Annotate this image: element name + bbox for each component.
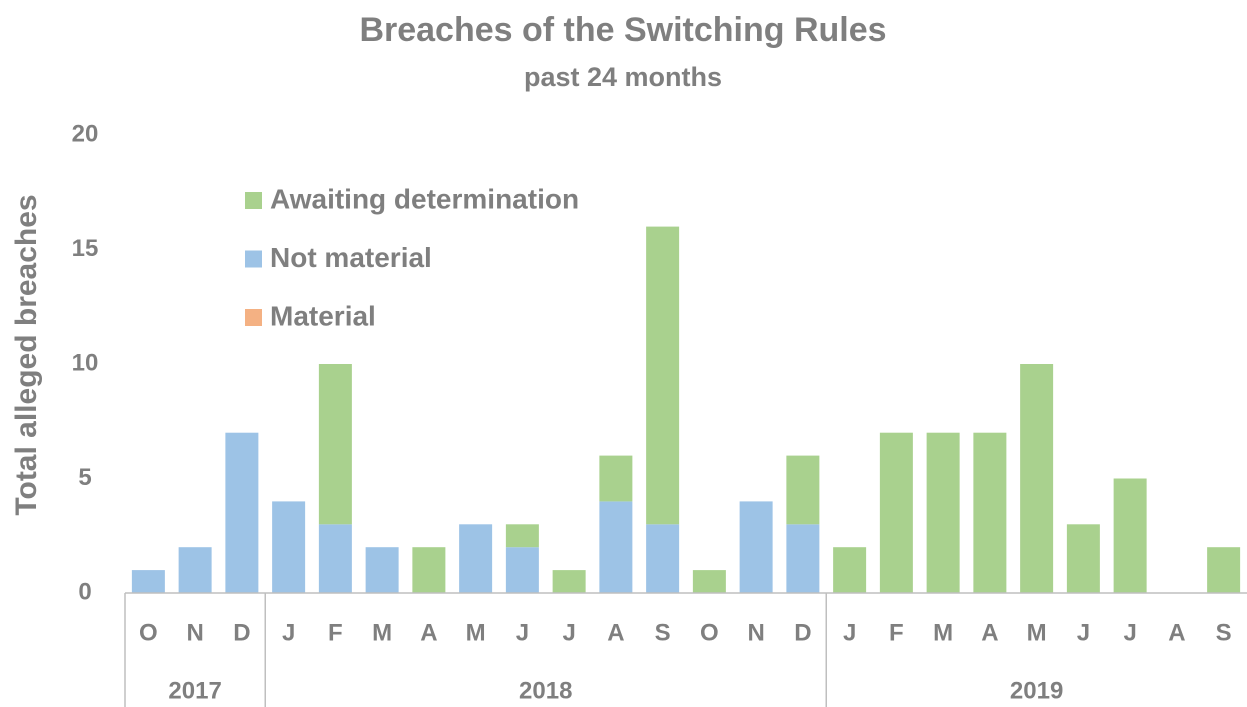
x-tick-label: O (700, 619, 719, 646)
legend-swatch (245, 250, 262, 268)
x-tick-label: S (655, 619, 671, 646)
x-tick-label: N (186, 619, 203, 646)
bar-segment (926, 432, 960, 593)
bar-segment (599, 501, 633, 593)
x-tick-label: M (466, 619, 486, 646)
x-tick-label: D (794, 619, 811, 646)
y-tick-label: 20 (72, 120, 99, 147)
bar-segment (412, 547, 446, 593)
x-tick-label: S (1216, 619, 1232, 646)
y-tick-label: 10 (72, 349, 99, 376)
bar-segment (786, 455, 820, 525)
bar-segment (833, 547, 867, 593)
y-tick-label: 5 (78, 464, 91, 491)
bar-segment (973, 432, 1007, 593)
chart-title: Breaches of the Switching Rules (359, 11, 886, 49)
bar-segment (318, 364, 352, 525)
bar-segment (786, 524, 820, 593)
x-tick-label: J (843, 619, 856, 646)
bar-segment (692, 570, 726, 593)
legend-label: Awaiting determination (270, 183, 579, 214)
bar-segment (879, 432, 913, 593)
legend-label: Not material (270, 242, 432, 273)
bar-segment (131, 570, 165, 593)
x-tick-label: F (328, 619, 343, 646)
bar-segment (459, 524, 493, 593)
x-tick-label: J (282, 619, 295, 646)
x-tick-label: M (372, 619, 392, 646)
x-tick-label: M (933, 619, 953, 646)
bar-segment (318, 524, 352, 593)
bar-segment (225, 432, 259, 593)
x-tick-label: J (516, 619, 529, 646)
y-axis-title: Total alleged breaches (10, 194, 43, 515)
bar-segment (599, 455, 633, 502)
x-tick-label: J (1123, 619, 1136, 646)
x-tick-label: J (1077, 619, 1090, 646)
group-label: 2017 (168, 677, 221, 704)
x-tick-label: M (1027, 619, 1047, 646)
bar-segment (646, 524, 680, 593)
bar-segment (739, 501, 773, 593)
bar-segment (552, 570, 586, 593)
x-tick-label: O (139, 619, 158, 646)
bar-segment (272, 501, 306, 593)
legend-swatch (245, 192, 262, 209)
bar-segment (505, 547, 539, 593)
group-label: 2019 (1010, 677, 1063, 704)
y-tick-label: 0 (78, 578, 91, 605)
bar-segment (505, 524, 539, 548)
x-tick-label: A (607, 619, 624, 646)
legend-label: Material (270, 300, 376, 331)
x-tick-label: F (889, 619, 904, 646)
legend-swatch (245, 309, 262, 326)
x-tick-label: A (1168, 619, 1185, 646)
bar-segment (1207, 547, 1241, 593)
bar-segment (1066, 524, 1100, 593)
bar-segment (1113, 478, 1147, 593)
chart-subtitle: past 24 months (524, 62, 722, 92)
x-tick-label: J (562, 619, 575, 646)
y-tick-label: 15 (72, 235, 99, 262)
x-tick-label: D (233, 619, 250, 646)
bar-segment (365, 547, 399, 593)
x-tick-label: A (420, 619, 437, 646)
bar-segment (178, 547, 212, 593)
group-label: 2018 (519, 677, 572, 704)
bar-segment (1020, 364, 1054, 593)
bar-segment (646, 226, 680, 525)
x-tick-label: A (981, 619, 998, 646)
x-tick-label: N (747, 619, 764, 646)
